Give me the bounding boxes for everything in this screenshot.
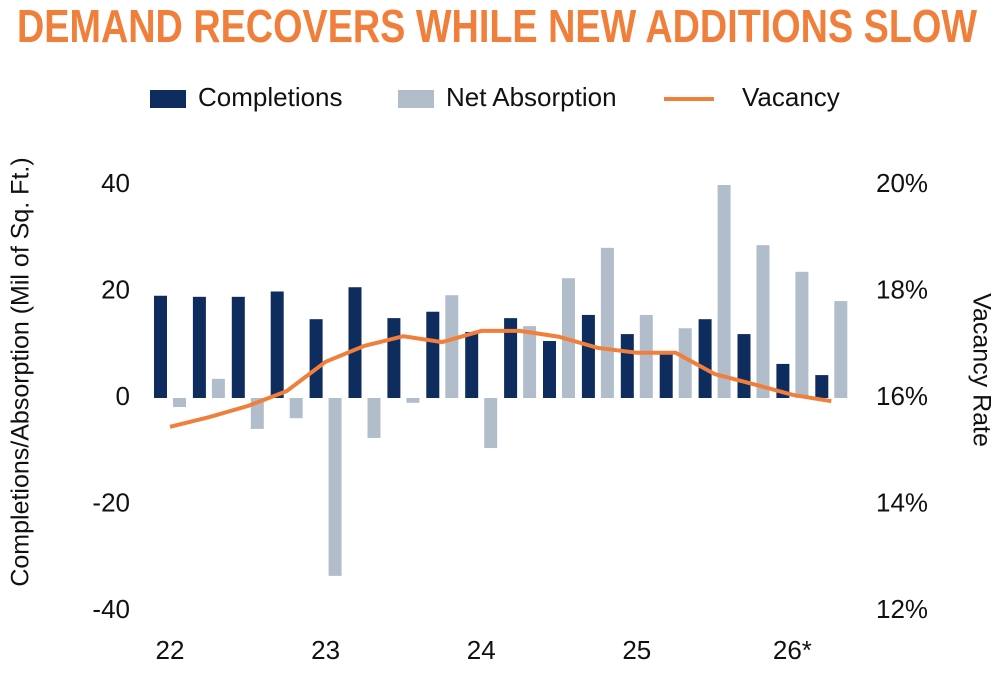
y-tick-label: 40	[101, 168, 130, 198]
legend-swatch	[150, 90, 186, 108]
bar	[465, 331, 479, 398]
bar	[231, 296, 245, 398]
bar	[834, 301, 848, 398]
bar	[756, 245, 770, 398]
y2-tick-label: 12%	[876, 594, 928, 624]
x-tick-label: 26*	[773, 635, 812, 665]
x-tick-label: 24	[467, 635, 496, 665]
bar	[504, 318, 518, 398]
bar	[328, 398, 342, 576]
y-tick-label: 20	[101, 274, 130, 304]
chart-title: DEMAND RECOVERS WHILE NEW ADDITIONS SLOW	[17, 0, 977, 52]
y-axis-label: Completions/Absorption (Mil of Sq. Ft.)	[7, 157, 35, 586]
bar	[620, 334, 634, 398]
bar	[173, 398, 186, 408]
bar	[484, 398, 498, 449]
x-tick-label: 23	[311, 635, 340, 665]
x-tick-label: 25	[622, 635, 651, 665]
bar	[192, 296, 206, 398]
bar	[581, 314, 595, 398]
y2-tick-label: 16%	[876, 381, 928, 411]
x-tick-label: 22	[156, 635, 185, 665]
bar	[270, 291, 284, 398]
bar	[309, 319, 323, 398]
y-tick-label: -40	[92, 594, 130, 624]
bar	[367, 398, 381, 438]
bar	[445, 295, 459, 398]
y2-axis-label: Vacancy Rate	[967, 293, 995, 447]
y2-tick-label: 14%	[876, 487, 928, 517]
bar	[659, 353, 673, 398]
y-tick-label: 0	[116, 381, 130, 411]
bar	[387, 318, 401, 398]
bar	[289, 398, 303, 419]
bar	[717, 185, 731, 398]
bar	[698, 319, 712, 398]
bar	[211, 378, 225, 398]
bar	[600, 247, 614, 398]
legend-label: Completions	[198, 82, 343, 112]
bar	[639, 314, 653, 398]
y2-tick-label: 18%	[876, 274, 928, 304]
bar	[543, 341, 556, 398]
bar	[678, 328, 692, 398]
bar	[795, 271, 809, 398]
bar	[154, 295, 167, 398]
legend-label: Net Absorption	[446, 82, 617, 112]
bar	[348, 287, 362, 398]
bar	[815, 375, 829, 398]
legend-label: Vacancy	[742, 82, 840, 112]
legend-swatch	[398, 90, 434, 108]
bar	[737, 334, 751, 398]
line	[169, 328, 832, 429]
bar	[523, 326, 537, 398]
bar	[406, 398, 420, 403]
y-tick-label: -20	[92, 487, 130, 517]
bar	[426, 311, 440, 398]
y2-tick-label: 20%	[876, 168, 928, 198]
